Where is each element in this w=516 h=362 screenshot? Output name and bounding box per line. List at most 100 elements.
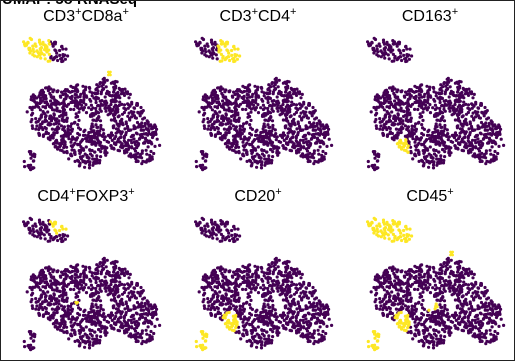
cell-point xyxy=(394,127,398,131)
cell-point xyxy=(376,97,380,101)
cell-point xyxy=(84,103,88,107)
cell-point xyxy=(49,316,53,320)
cell-point xyxy=(272,314,277,318)
cell-point xyxy=(41,110,45,114)
cell-point xyxy=(289,149,294,153)
cell-point xyxy=(90,124,94,128)
cell-point xyxy=(464,142,468,146)
cell-point xyxy=(312,162,316,166)
cell-point xyxy=(148,123,152,128)
cell-point xyxy=(99,123,103,128)
cell-point xyxy=(114,142,118,147)
cell-point xyxy=(235,237,239,241)
cell-point xyxy=(315,121,319,126)
cell-point xyxy=(107,134,111,138)
panel-title: CD3+CD8a+ xyxy=(0,6,172,26)
cell-point xyxy=(256,85,260,89)
cell-point xyxy=(428,85,432,89)
cell-point xyxy=(134,159,138,164)
cell-point xyxy=(134,156,138,161)
cell-point xyxy=(35,235,39,239)
cell-point xyxy=(134,339,138,344)
cell-point xyxy=(388,130,392,134)
cell-point xyxy=(57,299,61,303)
cell-point xyxy=(116,290,120,294)
cell-point xyxy=(459,130,464,134)
cell-point xyxy=(387,106,392,110)
cell-point xyxy=(80,327,84,331)
cell-point xyxy=(476,140,480,144)
cell-point xyxy=(406,133,410,137)
cell-point xyxy=(241,84,245,88)
cell-point xyxy=(455,124,459,128)
cell-point xyxy=(73,284,77,288)
cell-point xyxy=(46,290,50,294)
cell-point xyxy=(120,102,124,106)
cell-point xyxy=(271,150,275,154)
cell-point xyxy=(197,290,201,294)
cell-point xyxy=(269,115,273,119)
cell-point xyxy=(135,120,140,125)
cell-point xyxy=(128,334,132,338)
cell-point xyxy=(397,98,401,102)
cell-point xyxy=(66,129,70,133)
cell-point xyxy=(282,81,287,85)
cell-point xyxy=(382,108,386,112)
cell-point xyxy=(76,263,80,267)
cell-point xyxy=(271,90,275,94)
cell-point xyxy=(246,292,250,296)
cell-point xyxy=(255,137,260,141)
cell-point xyxy=(89,307,93,311)
cell-point xyxy=(449,78,453,82)
cell-point xyxy=(91,157,95,161)
cell-point xyxy=(29,277,33,282)
cell-point xyxy=(45,47,49,52)
cell-point xyxy=(224,112,228,116)
cell-point xyxy=(155,137,159,141)
cell-point xyxy=(117,149,122,153)
cell-point xyxy=(104,109,108,113)
cell-point xyxy=(88,277,92,282)
cell-point xyxy=(88,341,92,345)
cell-point xyxy=(250,100,254,105)
cell-point xyxy=(116,317,120,321)
cell-point xyxy=(62,125,66,129)
cell-point xyxy=(454,146,458,150)
cell-point xyxy=(326,125,330,129)
cell-point xyxy=(449,146,453,150)
cell-point xyxy=(56,100,60,104)
cell-point xyxy=(109,311,114,315)
cell-point xyxy=(249,133,254,137)
cell-point xyxy=(383,56,387,60)
cell-point xyxy=(47,284,52,289)
cell-point xyxy=(83,133,87,137)
cell-point xyxy=(144,328,148,332)
cell-point xyxy=(434,122,438,126)
cell-point xyxy=(436,129,440,133)
cell-point xyxy=(406,144,410,148)
cell-point xyxy=(382,117,386,121)
cell-point xyxy=(118,100,122,104)
cell-point xyxy=(392,40,396,44)
cell-point xyxy=(116,128,120,132)
title-text: FOXP3 xyxy=(75,188,129,205)
cell-point xyxy=(111,304,115,308)
cell-point xyxy=(275,275,279,279)
cell-point xyxy=(133,306,137,310)
cell-point xyxy=(416,137,420,141)
cell-point xyxy=(434,124,438,128)
cell-point xyxy=(70,138,74,142)
cell-point xyxy=(91,298,95,302)
cell-point xyxy=(321,329,325,334)
cell-point xyxy=(231,275,235,279)
cell-point xyxy=(39,56,43,60)
cell-point xyxy=(476,137,480,141)
cell-point xyxy=(420,142,424,146)
cell-point xyxy=(58,289,62,294)
cell-point xyxy=(270,299,275,303)
cell-point xyxy=(50,127,55,131)
cell-point xyxy=(471,103,475,107)
cell-point xyxy=(149,329,153,334)
cell-point xyxy=(318,325,322,329)
cell-point xyxy=(102,100,107,104)
